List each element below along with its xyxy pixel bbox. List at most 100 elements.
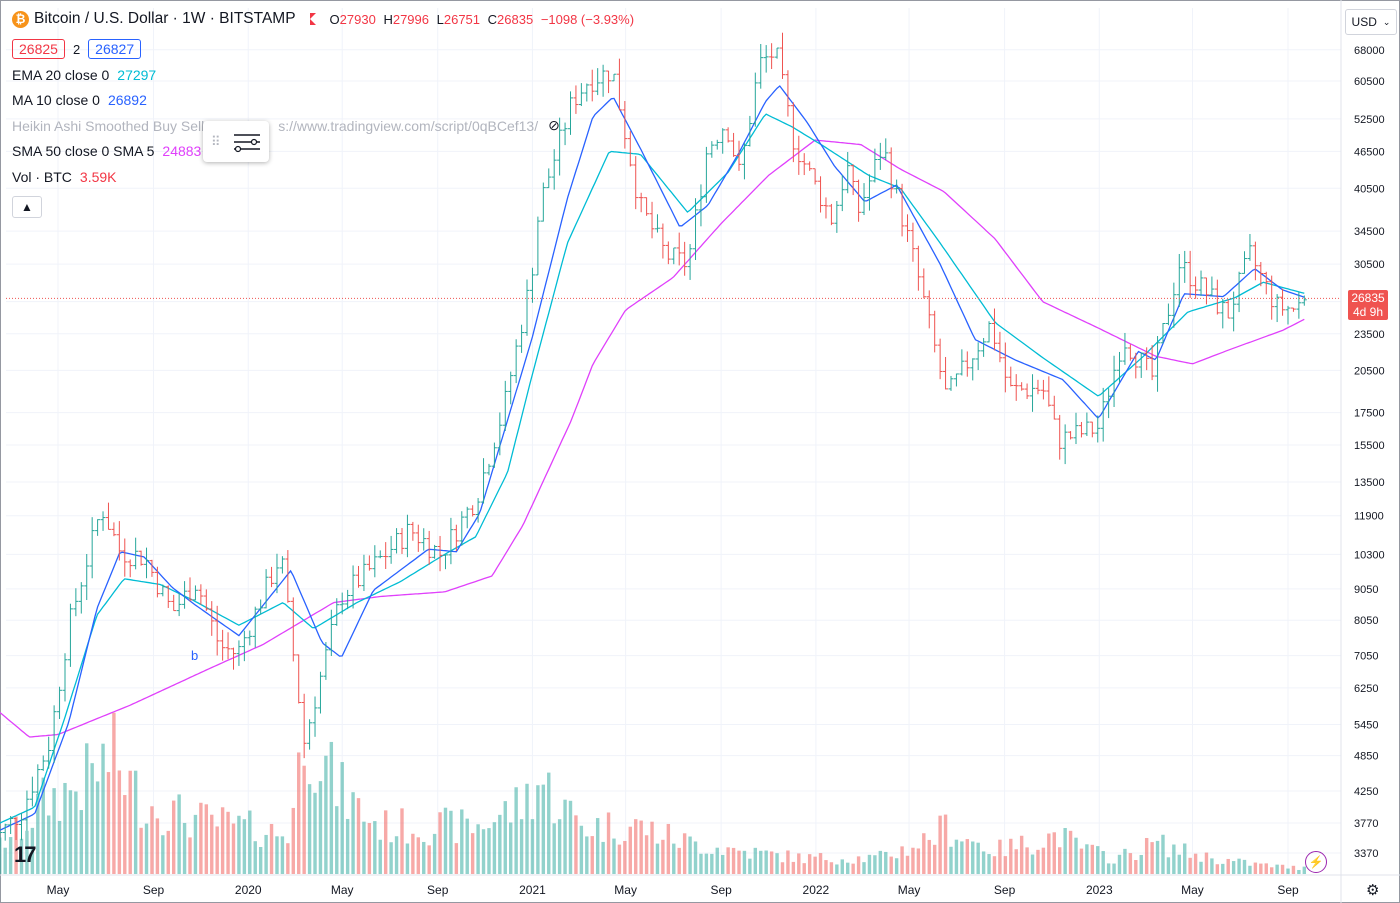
- lightning-icon[interactable]: ⚡: [1305, 851, 1327, 873]
- volume-bar: [351, 792, 355, 874]
- candle: [1258, 261, 1264, 287]
- open-value: 27930: [339, 11, 376, 27]
- volume-bar: [286, 843, 290, 874]
- sma-legend[interactable]: SMA 50 close 0 SMA 5 24883: [12, 143, 202, 160]
- volume-bar: [900, 846, 904, 874]
- candle: [475, 497, 481, 523]
- volume-bar: [889, 856, 893, 874]
- candle: [937, 338, 943, 380]
- volume-bar: [634, 819, 638, 874]
- candle: [546, 168, 552, 189]
- ema-legend[interactable]: EMA 20 close 0 27297: [12, 66, 157, 83]
- candle: [1046, 376, 1052, 407]
- candle: [105, 502, 111, 530]
- volume-bar: [362, 821, 366, 874]
- candle: [285, 550, 291, 603]
- volume-bar: [1237, 858, 1241, 874]
- volume-bar: [547, 772, 551, 874]
- candle: [198, 584, 204, 605]
- candle: [801, 153, 807, 176]
- candle: [1051, 395, 1057, 420]
- y-tick-label: 40500: [1354, 183, 1385, 195]
- candle: [1242, 251, 1248, 274]
- volume-bar: [269, 823, 274, 874]
- spread-value: 2: [72, 41, 81, 57]
- ma-legend[interactable]: MA 10 close 0 26892: [12, 92, 147, 109]
- volume-bar: [748, 858, 752, 874]
- buy-price-button[interactable]: 26827: [88, 39, 142, 59]
- volume-bar: [981, 851, 986, 874]
- candle: [725, 127, 731, 143]
- candle: [1263, 271, 1269, 295]
- candle: [1252, 241, 1258, 281]
- vol-legend[interactable]: Vol · BTC 3.59K: [12, 168, 117, 185]
- heikin-legend[interactable]: Heikin Ashi Smoothed Buy Sell s://www.tr…: [12, 117, 560, 134]
- candle: [154, 566, 160, 598]
- candle: [432, 544, 438, 559]
- volume-bar: [932, 844, 937, 874]
- gear-icon[interactable]: ⚙: [1366, 882, 1380, 899]
- volume-bar: [220, 807, 225, 874]
- candle: [1214, 279, 1220, 315]
- candle: [448, 517, 454, 565]
- candle: [19, 812, 25, 841]
- candle: [127, 559, 133, 578]
- candle: [807, 161, 813, 171]
- candle: [1095, 415, 1101, 443]
- drawing-toolbar[interactable]: ⠿: [203, 121, 269, 162]
- currency-select[interactable]: USD ⌄: [1345, 9, 1397, 35]
- collapse-legend-button[interactable]: ▲: [12, 195, 42, 218]
- candle: [529, 267, 535, 303]
- candle: [236, 640, 242, 666]
- candle: [225, 632, 231, 660]
- candle: [790, 102, 796, 163]
- volume-bar: [106, 772, 111, 874]
- volume-bar: [25, 830, 29, 874]
- candle: [1187, 250, 1193, 298]
- candle: [915, 245, 921, 291]
- candle: [519, 324, 525, 353]
- volume-bar: [807, 854, 812, 874]
- volume-bar: [335, 806, 339, 874]
- volume-bar: [19, 838, 24, 874]
- chevron-down-icon: ⌄: [1382, 16, 1391, 27]
- volume-bar: [373, 821, 377, 874]
- candle: [1193, 276, 1199, 299]
- candle: [187, 577, 193, 602]
- drag-handle-icon[interactable]: ⠿: [211, 133, 222, 149]
- candle: [856, 179, 862, 222]
- volume-bar: [856, 856, 861, 874]
- object-tree-icon[interactable]: [232, 130, 262, 154]
- candle: [171, 594, 177, 612]
- tradingview-logo[interactable]: 17: [14, 842, 37, 867]
- candle: [1149, 345, 1155, 381]
- candle: [1127, 344, 1133, 361]
- volume-bar: [264, 834, 268, 874]
- candle: [1111, 355, 1117, 408]
- volume-bar: [432, 833, 437, 874]
- volume-bar: [639, 820, 643, 874]
- volume-bar: [1193, 853, 1198, 874]
- candle: [540, 182, 546, 222]
- candle: [812, 168, 818, 185]
- x-tick-label: May: [47, 883, 70, 897]
- candle: [508, 371, 514, 405]
- sell-price-button[interactable]: 26825: [12, 39, 65, 59]
- volume-bar: [976, 842, 980, 874]
- volume-bar: [46, 815, 51, 874]
- candle: [959, 349, 965, 376]
- candle: [981, 337, 987, 357]
- candle: [943, 356, 949, 390]
- candle: [850, 164, 856, 196]
- candle: [698, 184, 704, 227]
- candle: [693, 198, 699, 261]
- flag-icon[interactable]: [309, 13, 316, 25]
- volume-bar: [965, 839, 969, 874]
- volume-bar: [172, 800, 176, 874]
- symbol-title[interactable]: Bitcoin / U.S. Dollar · 1W · BITSTAMP: [34, 10, 296, 27]
- candle: [997, 331, 1003, 363]
- candle: [535, 216, 541, 276]
- volume-bar: [563, 799, 567, 874]
- volume-bar: [63, 782, 67, 874]
